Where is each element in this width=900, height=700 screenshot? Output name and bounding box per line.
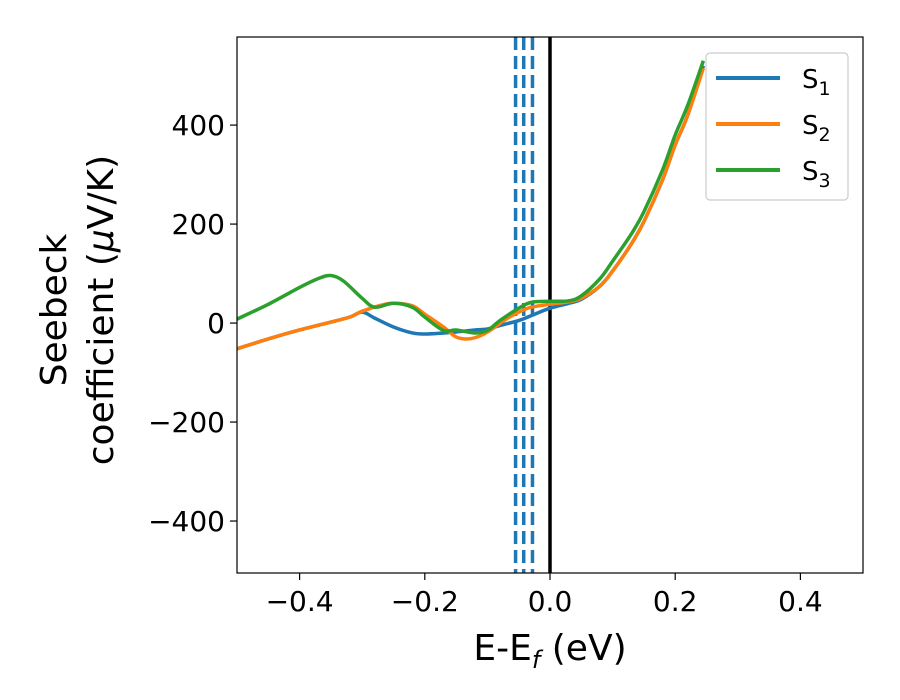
y-tick-label: 0 [207,307,225,340]
y-tick-label: −400 [148,505,225,538]
legend-label-s1: S1 [802,65,831,100]
y-tick-label: −200 [148,406,225,439]
y-axis-label-line2: coefficient (μV/K) [81,155,122,465]
legend-box [705,52,849,201]
x-axis-label: E-Ef (eV) [473,628,626,674]
x-axis-label-main: E-E [473,628,531,669]
x-tick-label: −0.4 [266,585,334,618]
legend-label-s2: S2 [802,111,831,146]
x-axis-label-unit: (eV) [540,628,626,669]
y-axis-label: Seebeck coefficient (μV/K) [34,155,122,465]
legend: S1 S2 S3 [705,52,849,201]
x-axis: −0.4 −0.2 0.0 0.2 0.4 [266,573,823,618]
y-axis-label-line1: Seebeck [34,233,75,386]
x-tick-label: 0.4 [778,585,823,618]
series-line-s1 [237,65,706,351]
y-axis: −400 −200 0 200 400 [148,109,237,538]
y-tick-label: 200 [172,208,225,241]
y-tick-label: 400 [172,109,225,142]
series-line-s3 [237,60,706,335]
series-line-s2 [237,67,706,351]
y-axis-label-pre: coefficient ( [81,252,122,465]
y-axis-label-mu: μ [81,229,122,253]
legend-label-s3: S3 [802,157,831,192]
x-tick-label: 0.2 [653,585,698,618]
x-tick-label: 0.0 [528,585,573,618]
x-tick-label: −0.2 [391,585,459,618]
y-axis-label-post: V/K) [81,155,122,229]
plot-content [237,37,706,573]
